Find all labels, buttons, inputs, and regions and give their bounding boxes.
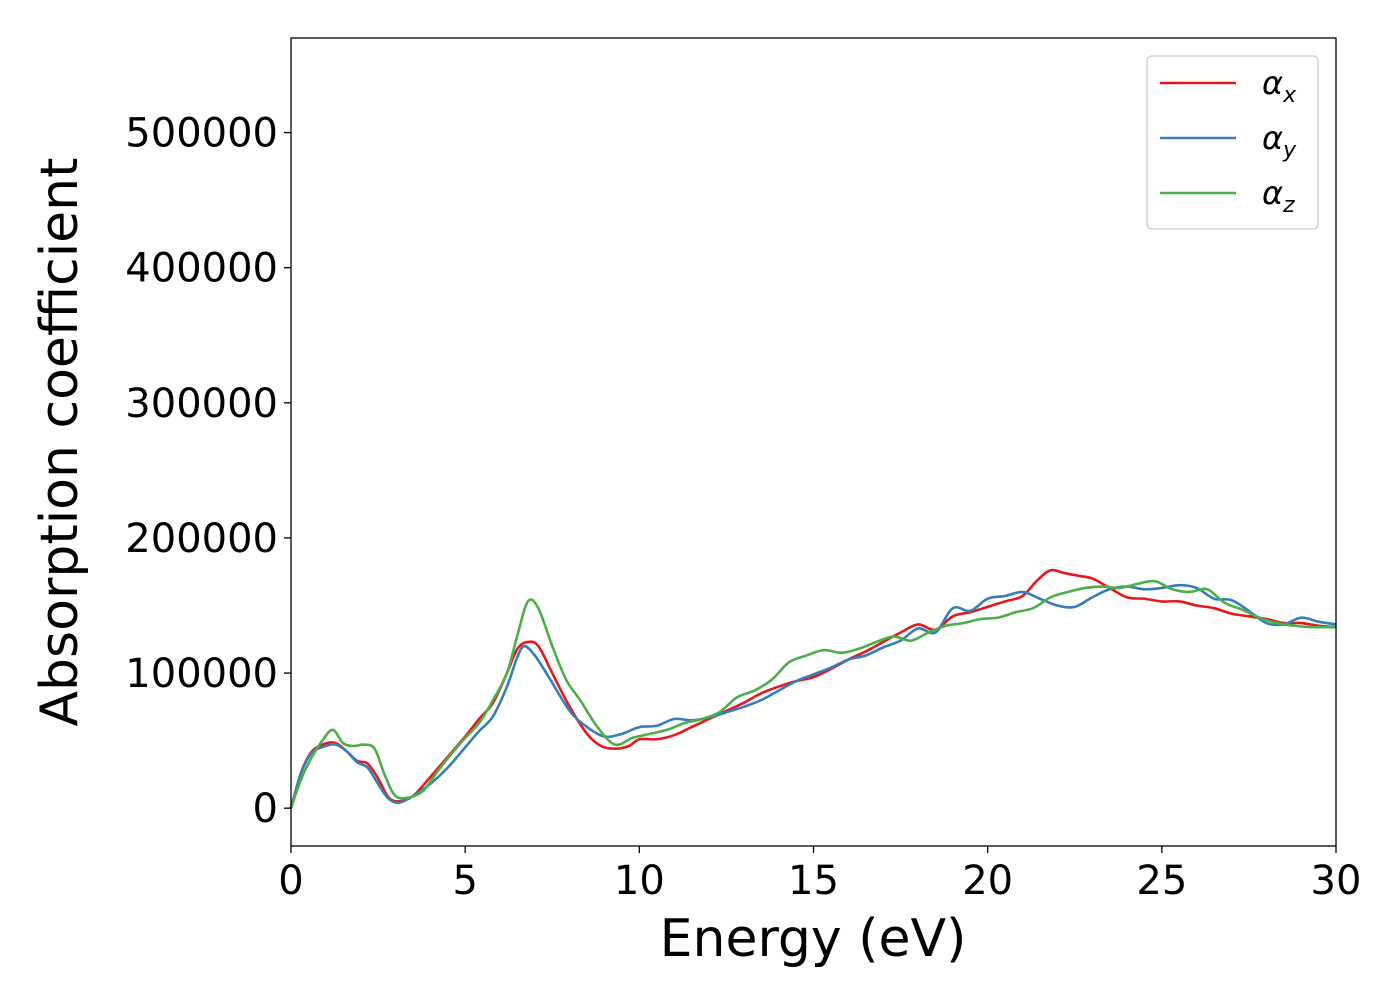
legend-box <box>1146 55 1319 230</box>
y-tick-label: 300000 <box>125 381 278 427</box>
x-tick-label: 15 <box>788 858 839 904</box>
y-tick-label: 100000 <box>125 651 278 697</box>
y-tick-label: 0 <box>253 786 278 832</box>
y-tick-label: 500000 <box>125 111 278 157</box>
legend-label-alpha-y: αy <box>1262 119 1297 163</box>
legend-label-alpha-z: αz <box>1262 174 1295 218</box>
y-axis-label: Absorption coefficient <box>30 157 90 726</box>
x-axis-label: Energy (eV) <box>660 909 967 969</box>
x-tick-label: 25 <box>1136 858 1187 904</box>
series-layer <box>289 568 1337 809</box>
x-tick-label: 10 <box>614 858 665 904</box>
x-axis-ticks: 0 5 10 15 20 25 30 <box>278 846 1361 904</box>
y-axis-ticks: 0 100000 200000 300000 400000 500000 <box>125 111 291 832</box>
x-tick-label: 0 <box>278 858 303 904</box>
x-tick-label: 30 <box>1311 858 1362 904</box>
x-tick-label: 5 <box>452 858 477 904</box>
legend-label-alpha-x: αx <box>1262 64 1297 108</box>
y-tick-label: 200000 <box>125 516 278 562</box>
x-tick-label: 20 <box>962 858 1013 904</box>
legend: αx αy αz <box>1146 55 1319 230</box>
y-tick-label: 400000 <box>125 246 278 292</box>
series-line-alpha-z <box>289 579 1337 809</box>
